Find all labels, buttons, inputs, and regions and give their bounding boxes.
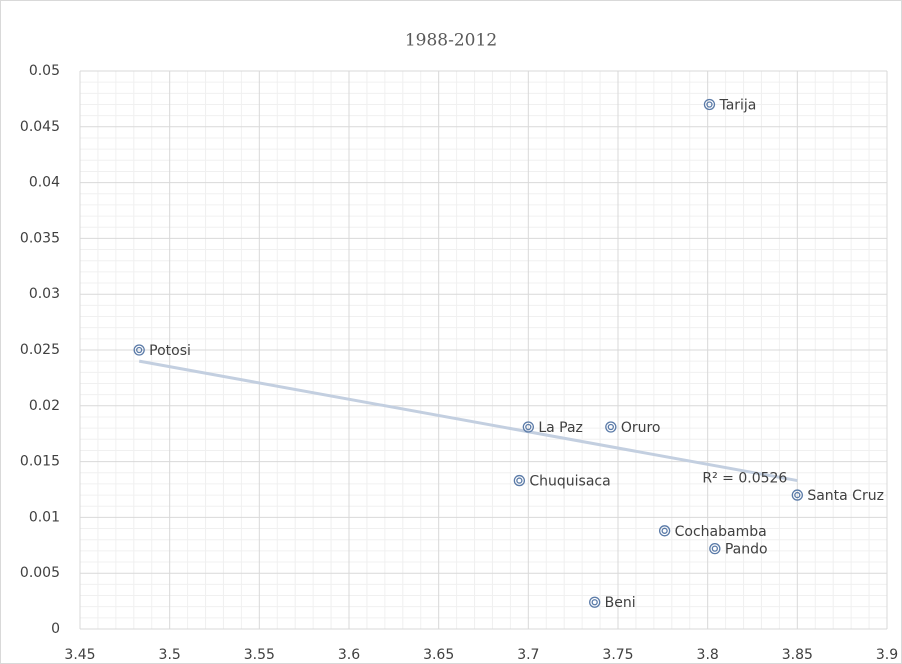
y-tick-label: 0.03 [29, 286, 60, 302]
point-ring [661, 527, 668, 534]
x-tick-label: 3.85 [782, 647, 813, 663]
point-label: Pando [725, 542, 768, 558]
point [589, 596, 601, 608]
point-ring [791, 489, 803, 501]
trendline-annotation: R² = 0.0526 [702, 471, 787, 487]
x-tick-label: 3.7 [517, 647, 539, 663]
point-ring [706, 101, 713, 108]
y-tick-label: 0.035 [20, 230, 60, 246]
point-ring [522, 421, 534, 433]
point-ring [794, 491, 801, 499]
point-label: Tarija [718, 97, 756, 113]
y-tick-label: 0.04 [29, 175, 60, 191]
point-ring [516, 477, 523, 484]
point-label: Santa Cruz [807, 488, 884, 504]
point [605, 421, 617, 433]
y-tick-label: 0.01 [29, 509, 60, 525]
point [133, 344, 145, 356]
point [658, 525, 671, 537]
point-ring [658, 525, 671, 537]
point-label: Cochabamba [675, 524, 767, 540]
point-ring [709, 542, 721, 555]
point-ring [711, 545, 718, 552]
trendline [138, 359, 798, 483]
point-ring [525, 423, 532, 431]
point-label: Beni [605, 595, 636, 611]
y-tick-label: 0.045 [20, 119, 60, 135]
x-tick-label: 3.5 [159, 647, 181, 663]
point [522, 421, 534, 433]
y-tick-label: 0.05 [29, 63, 60, 79]
x-tick-label: 3.8 [697, 647, 719, 663]
point-ring [589, 596, 601, 608]
y-tick-label: 0.015 [20, 454, 60, 470]
x-tick-label: 3.45 [64, 647, 95, 663]
point-ring [591, 599, 598, 606]
point-label: Oruro [621, 420, 661, 436]
x-tick-label: 3.6 [338, 647, 360, 663]
y-tick-label: 0 [51, 621, 60, 637]
x-tick-label: 3.65 [423, 647, 454, 663]
point-ring [136, 346, 143, 354]
point-label: Potosi [149, 343, 191, 359]
point-ring [605, 421, 617, 433]
point-ring [703, 98, 716, 111]
x-tick-label: 3.75 [602, 647, 633, 663]
x-tick-label: 3.9 [876, 647, 898, 663]
point [709, 542, 721, 555]
point-label: La Paz [538, 420, 583, 436]
point-ring [607, 423, 614, 431]
point [703, 98, 716, 111]
chart-title: 1988-2012 [405, 31, 497, 51]
point-ring [133, 344, 145, 356]
point-ring [513, 474, 526, 487]
point [791, 489, 803, 501]
y-tick-label: 0.02 [29, 398, 60, 414]
point [513, 474, 526, 487]
point-label: Chuquisaca [529, 474, 610, 490]
y-tick-label: 0.005 [20, 565, 60, 581]
x-tick-label: 3.55 [244, 647, 275, 663]
y-tick-label: 0.025 [20, 342, 60, 358]
